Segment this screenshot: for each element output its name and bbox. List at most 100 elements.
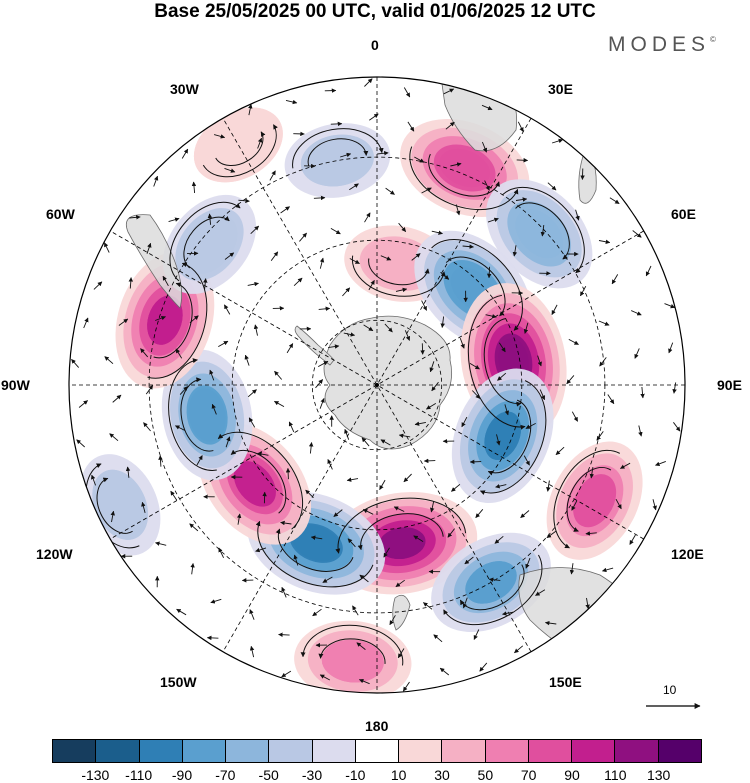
wind-arrow: [213, 134, 226, 139]
streamline: [300, 624, 404, 666]
colorbar-segment: [53, 740, 96, 762]
anomaly-contour: [147, 295, 183, 345]
streamline: [180, 377, 214, 452]
wind-arrow: [288, 421, 295, 433]
wind-arrow: [78, 400, 88, 408]
wind-arrow: [479, 662, 488, 672]
wind-arrow: [349, 258, 360, 264]
wind-arrow: [280, 520, 292, 526]
wind-arrow: [486, 266, 492, 279]
wind-arrow: [189, 523, 199, 532]
wind-arrow: [383, 547, 390, 558]
wind-arrow: [315, 379, 324, 389]
wind-arrow: [414, 421, 426, 426]
wind-arrow: [257, 451, 269, 457]
wind-arrow: [248, 417, 256, 428]
wind-arrow: [544, 620, 557, 626]
colorbar-tick-label: -10: [345, 767, 366, 783]
wind-arrow: [380, 255, 392, 261]
anomaly-indian-ocean-low: [486, 179, 593, 289]
streamline: [153, 282, 193, 359]
streamline: [409, 146, 519, 211]
chart-title: Base 25/05/2025 00 UTC, valid 01/06/2025…: [154, 1, 596, 22]
wind-arrow: [368, 280, 375, 291]
wind-arrow: [664, 303, 676, 309]
wind-arrow: [497, 372, 507, 381]
meridian-line: [222, 118, 532, 652]
wind-arrow: [310, 535, 323, 540]
lon-label-90e: 90E: [717, 377, 742, 393]
streamline: [515, 202, 570, 260]
wind-arrow: [629, 534, 636, 545]
wind-arrow: [575, 209, 580, 221]
wind-arrow: [440, 316, 445, 328]
anomaly-contour: [515, 209, 564, 259]
wind-arrow: [358, 679, 370, 685]
wind-arrow: [525, 557, 531, 569]
lon-label-90w: 90W: [1, 377, 30, 393]
wind-arrow: [344, 428, 350, 440]
wind-arrow: [459, 337, 465, 349]
wind-arrow: [175, 348, 183, 359]
wind-arrow: [379, 479, 386, 490]
streamline: [553, 449, 620, 549]
lon-label-30e: 30E: [548, 81, 573, 97]
lon-label-60e: 60E: [671, 206, 696, 222]
wind-arrow: [469, 363, 480, 370]
anomaly-south-pacific-high: [294, 620, 412, 693]
wind-arrow: [525, 423, 536, 429]
wind-arrow: [109, 433, 119, 442]
wind-arrow: [308, 442, 314, 454]
streamline: [168, 358, 217, 471]
colorbar-segment: [441, 740, 485, 762]
wind-arrow: [238, 198, 250, 204]
wind-arrow: [143, 422, 151, 432]
wind-arrow: [361, 437, 370, 447]
wind-arrow: [655, 460, 666, 466]
wind-arrow: [568, 339, 579, 345]
wind-arrow: [343, 332, 356, 337]
colorbar-segment: [268, 740, 312, 762]
wind-arrow: [162, 275, 169, 287]
colorbar-segment: [354, 740, 399, 762]
wind-arrow: [551, 138, 564, 144]
wind-arrow: [514, 645, 524, 654]
wind-arrow: [455, 204, 461, 216]
wind-arrow: [589, 467, 595, 479]
streamline: [215, 131, 266, 166]
lon-label-120e: 120E: [671, 546, 704, 562]
anomaly-contour: [378, 527, 426, 560]
streamline: [169, 201, 241, 282]
wind-arrow: [211, 403, 217, 415]
wind-arrow: [209, 369, 215, 381]
colorbar-tick-label: -50: [258, 767, 279, 783]
wind-arrow: [249, 645, 255, 658]
wind-arrow: [333, 509, 343, 517]
streamline: [431, 239, 523, 331]
anomaly-contour: [484, 411, 521, 461]
wind-arrow: [236, 513, 242, 525]
south-pole-marker: [375, 383, 379, 387]
wind-arrow: [615, 498, 622, 510]
wind-arrow: [475, 509, 484, 519]
wind-arrow: [210, 598, 222, 604]
wind-arrow: [609, 197, 620, 204]
wind-arrow: [632, 230, 642, 238]
wind-arrow: [330, 228, 341, 235]
anomaly-contour: [573, 474, 617, 528]
wind-arrow: [342, 287, 351, 297]
wind-arrow: [158, 455, 163, 467]
wind-arrow: [224, 304, 231, 315]
wind-arrow: [155, 315, 166, 321]
wind-arrow: [346, 477, 359, 482]
wind-arrow: [397, 648, 405, 659]
logo-text: MODES: [608, 33, 711, 56]
wind-arrow: [481, 141, 488, 153]
wind-arrow: [496, 434, 501, 446]
wind-arrow: [445, 121, 455, 130]
wind-arrow: [190, 562, 195, 575]
anomaly-contour: [188, 388, 226, 442]
wind-arrow: [414, 156, 425, 163]
wind-arrow: [585, 531, 597, 536]
